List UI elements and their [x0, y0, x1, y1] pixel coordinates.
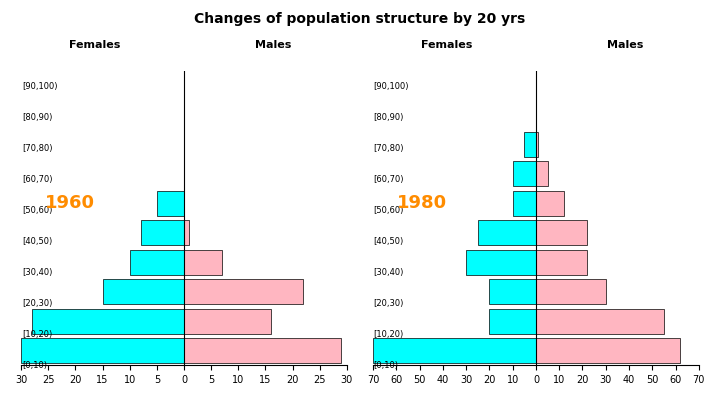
Text: [80,90): [80,90)	[374, 112, 404, 122]
Bar	[140, 220, 184, 245]
Bar	[184, 250, 222, 275]
Text: [90,100): [90,100)	[22, 82, 58, 90]
Text: [30,40): [30,40)	[374, 268, 404, 277]
Text: [0,10): [0,10)	[22, 361, 47, 370]
Text: 1980: 1980	[397, 194, 447, 212]
Bar	[184, 220, 189, 245]
Text: Females: Females	[68, 40, 120, 50]
Bar	[536, 161, 548, 186]
Text: Females: Females	[420, 40, 472, 50]
Text: 1960: 1960	[45, 194, 95, 212]
Text: [80,90): [80,90)	[22, 112, 52, 122]
Bar	[536, 338, 680, 363]
Bar	[536, 308, 664, 334]
Bar	[490, 308, 536, 334]
Bar	[536, 279, 606, 304]
Bar	[466, 250, 536, 275]
Text: [90,100): [90,100)	[374, 82, 409, 90]
Text: Males: Males	[608, 40, 644, 50]
Text: [70,80): [70,80)	[374, 144, 404, 153]
Text: Males: Males	[256, 40, 292, 50]
Text: [60,70): [60,70)	[374, 175, 404, 184]
Text: [20,30): [20,30)	[374, 299, 404, 308]
Bar	[184, 338, 341, 363]
Bar	[184, 308, 271, 334]
Bar	[536, 191, 564, 216]
Text: [20,30): [20,30)	[22, 299, 52, 308]
Text: [10,20): [10,20)	[374, 330, 404, 339]
Bar	[490, 279, 536, 304]
Bar	[536, 250, 587, 275]
Text: [50,60): [50,60)	[374, 206, 404, 215]
Text: [40,50): [40,50)	[374, 237, 404, 246]
Bar	[102, 279, 184, 304]
Text: [0,10): [0,10)	[374, 361, 399, 370]
Bar	[21, 338, 184, 363]
Bar	[536, 220, 587, 245]
Bar	[513, 161, 536, 186]
Bar	[524, 132, 536, 157]
Bar	[157, 191, 184, 216]
Text: [10,20): [10,20)	[22, 330, 52, 339]
Bar	[373, 338, 536, 363]
Bar	[536, 132, 539, 157]
Text: [40,50): [40,50)	[22, 237, 52, 246]
Text: [30,40): [30,40)	[22, 268, 52, 277]
Bar	[513, 191, 536, 216]
Bar	[478, 220, 536, 245]
Text: [50,60): [50,60)	[22, 206, 52, 215]
Text: [60,70): [60,70)	[22, 175, 53, 184]
Text: Changes of population structure by 20 yrs: Changes of population structure by 20 yr…	[194, 12, 526, 26]
Bar	[184, 279, 303, 304]
Bar	[130, 250, 184, 275]
Bar	[32, 308, 184, 334]
Text: [70,80): [70,80)	[22, 144, 53, 153]
